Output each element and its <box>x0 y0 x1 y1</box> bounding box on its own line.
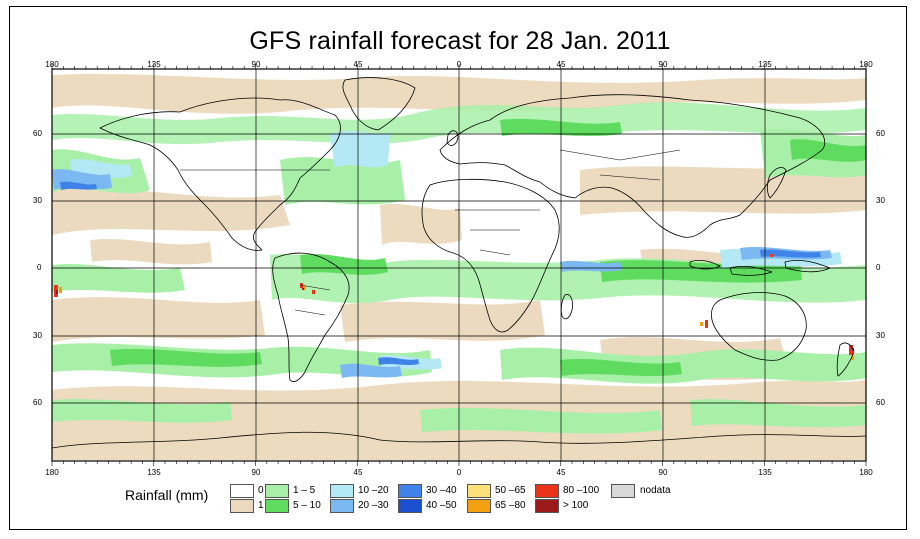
lon-label-bottom: 180 <box>45 468 59 477</box>
lat-label-right: 0 <box>876 263 881 272</box>
legend-swatch <box>230 499 254 513</box>
lat-label-left: 0 <box>37 263 42 272</box>
minor-ticks <box>51 64 867 466</box>
legend-label: 20 –30 <box>358 500 389 511</box>
legend-label: 0 <box>258 485 264 496</box>
lon-label-bottom: 0 <box>456 468 462 477</box>
lon-label-bottom: 90 <box>658 468 668 477</box>
lon-label-top: 180 <box>859 60 873 69</box>
lon-label-bottom: 45 <box>556 468 566 477</box>
lon-label-top: 180 <box>45 60 59 69</box>
legend-label: > 100 <box>563 500 589 511</box>
legend-swatch <box>330 484 354 498</box>
lat-label-left: 60 <box>33 129 42 138</box>
legend-swatch <box>265 484 289 498</box>
legend-label: 50 –65 <box>495 485 526 496</box>
legend-swatch <box>611 484 635 498</box>
legend-swatch <box>230 484 254 498</box>
figure-frame <box>9 6 907 530</box>
legend-swatch <box>535 499 559 513</box>
legend-title: Rainfall (mm) <box>125 487 209 503</box>
legend-label: 80 –100 <box>563 485 600 496</box>
legend-swatch <box>467 484 491 498</box>
legend-label: 65 –80 <box>495 500 526 511</box>
legend-label: 1 <box>258 500 264 511</box>
legend-label: 10 –20 <box>358 485 389 496</box>
lat-label-right: 30 <box>876 196 885 205</box>
lon-label-bottom: 135 <box>758 468 772 477</box>
legend-swatch <box>398 484 422 498</box>
lon-label-top: 45 <box>353 60 363 69</box>
coastlines <box>52 77 866 449</box>
legend-label: nodata <box>640 485 671 496</box>
lon-label-bottom: 135 <box>147 468 161 477</box>
legend-label: 1 – 5 <box>293 485 316 496</box>
lat-label-left: 60 <box>33 398 42 407</box>
borders <box>180 149 681 316</box>
lat-label-right: 30 <box>876 331 885 340</box>
lat-label-right: 60 <box>876 129 885 138</box>
lon-label-top: 135 <box>758 60 772 69</box>
lon-label-top: 90 <box>658 60 668 69</box>
lon-label-bottom: 90 <box>251 468 261 477</box>
lon-label-top: 0 <box>456 60 462 69</box>
lon-label-bottom: 45 <box>353 468 363 477</box>
legend-swatch <box>535 484 559 498</box>
legend-label: 5 – 10 <box>293 500 321 511</box>
lat-label-left: 30 <box>33 196 42 205</box>
map-title: GFS rainfall forecast for 28 Jan. 2011 <box>249 27 671 55</box>
lon-label-top: 90 <box>251 60 261 69</box>
legend-swatch <box>265 499 289 513</box>
lon-label-bottom: 180 <box>859 468 873 477</box>
lat-label-right: 60 <box>876 398 885 407</box>
legend-swatch <box>330 499 354 513</box>
legend-swatch <box>398 499 422 513</box>
legend-swatch <box>467 499 491 513</box>
legend-label: 40 –50 <box>426 500 457 511</box>
legend-label: 30 –40 <box>426 485 457 496</box>
lon-label-top: 135 <box>147 60 161 69</box>
graticule <box>52 69 866 461</box>
lon-label-top: 45 <box>556 60 566 69</box>
lat-label-left: 30 <box>33 331 42 340</box>
